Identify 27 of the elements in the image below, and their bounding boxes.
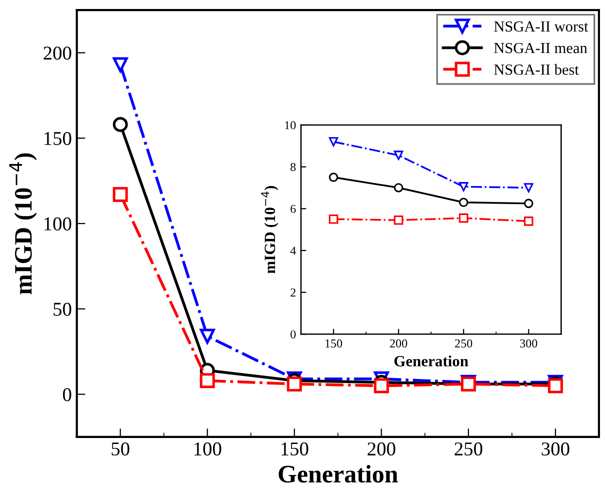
legend-label: NSGA-II mean — [494, 42, 588, 54]
x-tick-label: 200 — [390, 339, 408, 348]
x-tick-label: 250 — [455, 339, 472, 348]
y-tick-label: 8 — [290, 162, 296, 172]
y-tick-label: 2 — [290, 288, 296, 297]
y-tick-label: 6 — [290, 204, 296, 213]
legend-label: NSGA-II worst — [494, 21, 588, 32]
x-tick-label: 300 — [520, 339, 538, 348]
y-axis-title: mIGD (10$^{−4}$) — [261, 186, 278, 274]
y-axis-title: mIGD (10$^{−4}$) — [9, 153, 37, 294]
x-tick-label: 300 — [542, 442, 570, 456]
y-tick-label: 100 — [44, 217, 72, 230]
y-tick-label: 0 — [290, 330, 296, 338]
x-tick-label: 150 — [326, 339, 342, 348]
x-axis-title: Generation — [278, 465, 398, 483]
y-tick-label: 4 — [290, 246, 296, 255]
legend-label: NSGA-II best — [494, 64, 579, 75]
x-tick-label: 250 — [454, 442, 482, 456]
y-tick-label: 50 — [54, 302, 72, 316]
x-tick-label: 100 — [194, 442, 222, 456]
x-tick-label: 200 — [368, 442, 396, 456]
y-tick-label: 200 — [44, 46, 72, 60]
x-tick-label: 50 — [112, 442, 130, 456]
y-tick-label: 10 — [285, 121, 296, 130]
y-tick-label: 150 — [44, 132, 72, 146]
y-tick-label: 0 — [62, 388, 72, 402]
x-axis-title: Generation — [394, 356, 468, 366]
